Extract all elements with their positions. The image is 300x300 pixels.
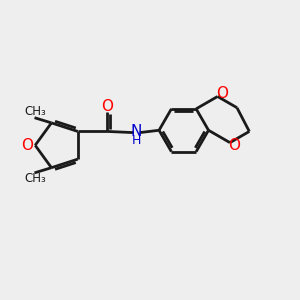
Text: O: O (216, 86, 228, 101)
Text: CH₃: CH₃ (25, 105, 46, 118)
Text: O: O (22, 138, 34, 153)
Text: O: O (101, 99, 113, 114)
Text: N: N (131, 124, 142, 139)
Text: CH₃: CH₃ (25, 172, 46, 185)
Text: O: O (228, 138, 240, 153)
Text: H: H (132, 134, 141, 147)
